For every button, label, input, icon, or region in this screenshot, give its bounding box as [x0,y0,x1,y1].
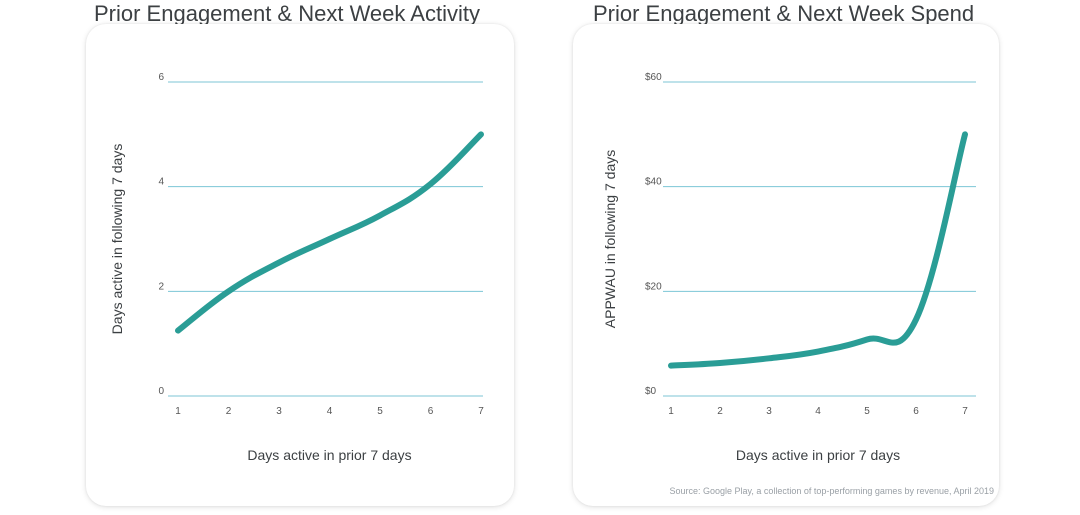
activity-x-tick-label: 2 [226,406,232,417]
spend-x-tick-label: 4 [815,406,821,417]
activity-x-tick-label: 3 [276,406,282,417]
spend-y-tick-label: $0 [645,386,657,397]
spend-x-tick-label: 7 [962,406,968,417]
activity-series-line [175,131,484,334]
spend-series-line [668,131,968,369]
activity-y-ticks: 0 2 4 6 [158,72,164,397]
spend-x-tick-label: 6 [913,406,919,417]
spend-x-tick-label: 5 [864,406,870,417]
activity-x-tick-label: 6 [428,406,434,417]
spend-y-tick-label: $60 [645,72,662,83]
source-note: Source: Google Play, a collection of top… [669,486,994,496]
activity-y-tick-label: 4 [158,177,164,188]
activity-y-tick-label: 6 [158,72,164,83]
spend-y-tick-label: $20 [645,281,662,292]
spend-chart: $0 $20 $40 $60 1 2 3 4 5 6 7 APPWAU in following … [602,72,994,496]
spend-x-ticks: 1 2 3 4 5 6 7 [668,406,968,417]
spend-x-axis-label: Days active in prior 7 days [736,447,900,463]
activity-y-axis-label: Days active in following 7 days [109,144,125,335]
activity-y-tick-label: 2 [158,281,164,292]
activity-x-tick-label: 1 [175,406,181,417]
activity-x-tick-label: 4 [327,406,333,417]
spend-y-tick-label: $40 [645,177,662,188]
activity-x-ticks: 1 2 3 4 5 6 7 [175,406,484,417]
spend-x-tick-label: 3 [766,406,772,417]
spend-y-ticks: $0 $20 $40 $60 [645,72,662,397]
spend-x-tick-label: 2 [717,406,723,417]
activity-x-axis-label: Days active in prior 7 days [247,447,411,463]
chart-card-activity: 0 2 4 6 1 2 3 4 5 6 7 Days active in following 7 … [86,24,514,506]
activity-y-tick-label: 0 [158,386,164,397]
chart-title-activity: Prior Engagement & Next Week Activity [94,1,480,26]
activity-x-tick-label: 7 [478,406,484,417]
activity-chart: 0 2 4 6 1 2 3 4 5 6 7 Days active in following 7 … [109,72,484,463]
spend-y-axis-label: APPWAU in following 7 days [602,150,618,328]
spend-x-tick-label: 1 [668,406,674,417]
activity-x-tick-label: 5 [377,406,383,417]
chart-title-spend: Prior Engagement & Next Week Spend [593,1,975,26]
chart-card-spend: $0 $20 $40 $60 1 2 3 4 5 6 7 APPWAU in following … [573,24,999,506]
